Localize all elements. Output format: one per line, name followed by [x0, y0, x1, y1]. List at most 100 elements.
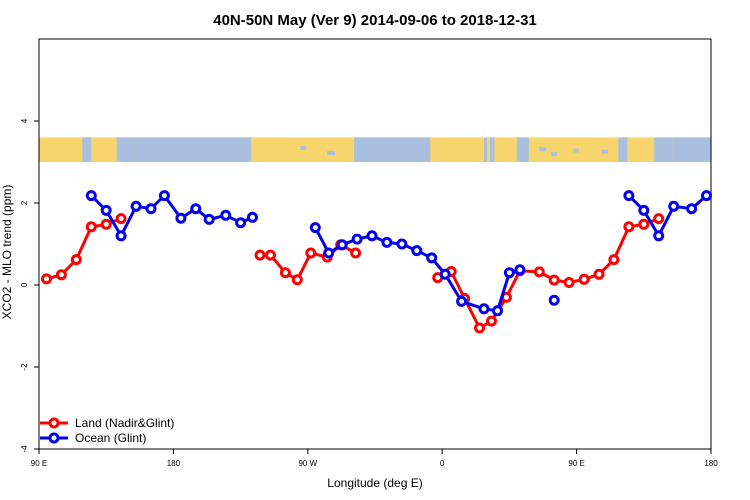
chart-title: 40N-50N May (Ver 9) 2014-09-06 to 2018-1… — [213, 12, 537, 29]
data-point-land — [623, 221, 635, 233]
data-point-land — [548, 274, 560, 286]
x-tick-label: 90 E — [568, 459, 584, 468]
y-axis: -4 -2 0 2 4 — [20, 118, 39, 453]
data-point-land — [608, 254, 620, 266]
data-point-ocean — [336, 239, 348, 251]
x-tick-label: 180 — [167, 459, 181, 468]
data-point-ocean — [323, 247, 335, 259]
data-point-ocean — [456, 295, 468, 307]
data-point-ocean — [623, 190, 635, 202]
data-point-ocean — [175, 212, 187, 224]
data-point-ocean — [638, 204, 650, 216]
data-point-ocean — [548, 294, 560, 306]
y-tick-label: -4 — [20, 445, 29, 453]
map-ocean-region — [654, 137, 673, 162]
data-point-land — [305, 247, 317, 259]
data-point-land — [563, 277, 575, 288]
map-ocean-region — [354, 137, 431, 162]
data-point-land — [486, 315, 497, 327]
legend-marker-ocean — [48, 432, 60, 444]
data-point-ocean — [203, 213, 215, 225]
y-tick-label: 4 — [20, 118, 29, 123]
data-point-land — [653, 213, 665, 225]
map-ocean-region — [618, 137, 628, 162]
data-point-ocean — [478, 303, 490, 315]
data-point-ocean — [145, 203, 157, 215]
legend-label-ocean: Ocean (Glint) — [75, 431, 146, 445]
x-tick-label: 180 — [704, 459, 718, 468]
data-point-ocean — [411, 245, 423, 257]
data-point-land — [279, 267, 291, 279]
data-point-land — [100, 218, 112, 230]
legend: Land (Nadir&Glint) Ocean (Glint) — [40, 416, 174, 445]
series-ocean — [85, 190, 712, 317]
data-point-ocean — [668, 200, 680, 212]
data-point-land — [593, 268, 605, 280]
data-point-land — [638, 218, 650, 230]
data-point-land — [70, 254, 82, 266]
data-point-ocean — [426, 252, 438, 264]
series-layer — [41, 190, 712, 334]
x-axis: 90 E 180 90 W 0 90 E 180 — [31, 449, 718, 468]
data-point-ocean — [686, 203, 698, 215]
y-tick-label: 2 — [20, 200, 29, 205]
data-point-ocean — [220, 209, 232, 221]
data-point-land — [115, 213, 127, 225]
data-point-ocean — [158, 190, 170, 202]
map-lake — [551, 152, 558, 157]
data-point-land — [291, 274, 303, 286]
data-point-ocean — [439, 268, 451, 280]
data-point-land — [533, 266, 545, 278]
x-tick-label: 0 — [440, 459, 445, 468]
data-point-ocean — [130, 200, 142, 212]
data-point-land — [55, 269, 67, 281]
data-point-ocean — [190, 203, 202, 215]
data-point-ocean — [653, 230, 665, 242]
data-point-ocean — [514, 264, 526, 276]
y-axis-label: XCO2 - MLO trend (ppm) — [0, 185, 14, 320]
data-point-land — [254, 249, 266, 261]
map-lake — [601, 149, 608, 154]
legend-marker-land — [48, 417, 60, 429]
x-tick-label: 90 W — [298, 459, 317, 468]
map-ocean-region — [134, 137, 252, 162]
data-point-land — [578, 273, 590, 285]
data-point-ocean — [381, 236, 393, 248]
y-tick-label: 0 — [20, 282, 29, 287]
data-point-ocean — [85, 190, 97, 202]
plot-frame — [38, 38, 712, 450]
data-point-ocean — [701, 190, 712, 202]
data-point-ocean — [115, 230, 127, 242]
legend-label-land: Land (Nadir&Glint) — [75, 416, 174, 430]
data-point-land — [474, 322, 485, 334]
data-point-ocean — [366, 230, 378, 242]
y-tick-label: -2 — [20, 363, 29, 371]
world-map-strip — [39, 137, 711, 162]
data-point-ocean — [100, 204, 112, 216]
data-point-land — [85, 221, 97, 233]
x-tick-label: 90 E — [31, 459, 47, 468]
data-point-land — [41, 273, 52, 285]
data-point-ocean — [503, 267, 515, 279]
map-ocean-region — [489, 137, 495, 162]
map-lake — [419, 144, 425, 149]
data-point-ocean — [247, 211, 258, 223]
map-lake — [300, 146, 307, 151]
data-point-ocean — [235, 217, 247, 229]
map-ocean-region — [116, 137, 135, 162]
map-ocean-region — [516, 137, 529, 162]
series-line-land — [437, 217, 660, 330]
data-point-ocean — [492, 305, 503, 317]
map-lake — [539, 147, 547, 152]
map-ocean-region — [484, 137, 487, 162]
data-point-land — [265, 249, 276, 261]
map-lake — [327, 150, 336, 155]
data-point-ocean — [351, 233, 363, 245]
map-lake — [573, 148, 579, 153]
x-axis-label: Longitude (deg E) — [327, 476, 422, 490]
map-ocean-region — [82, 137, 92, 162]
map-ocean-region — [672, 137, 711, 162]
data-point-ocean — [309, 222, 321, 234]
